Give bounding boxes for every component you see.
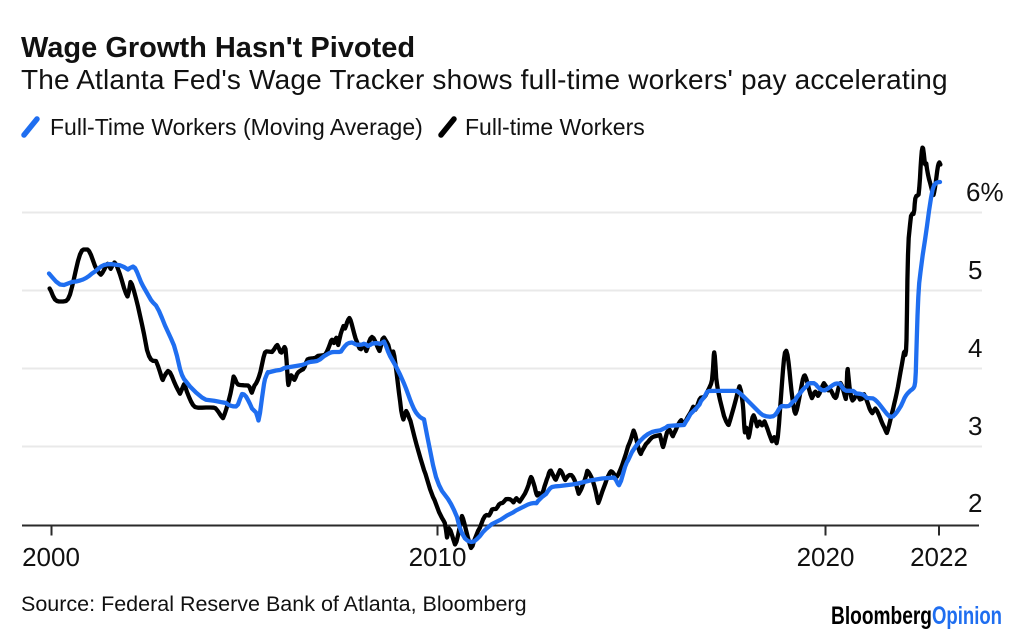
svg-text:2: 2 [968, 488, 982, 518]
svg-text:Opinion: Opinion [932, 602, 1002, 630]
svg-text:2000: 2000 [22, 542, 80, 572]
svg-text:2022: 2022 [910, 542, 968, 572]
svg-text:2010: 2010 [409, 542, 467, 572]
svg-text:4: 4 [968, 333, 982, 363]
svg-text:5: 5 [968, 255, 982, 285]
svg-text:2020: 2020 [797, 542, 855, 572]
svg-text:Bloomberg: Bloomberg [831, 602, 932, 630]
svg-text:6%: 6% [966, 177, 1004, 207]
svg-text:3: 3 [968, 411, 982, 441]
